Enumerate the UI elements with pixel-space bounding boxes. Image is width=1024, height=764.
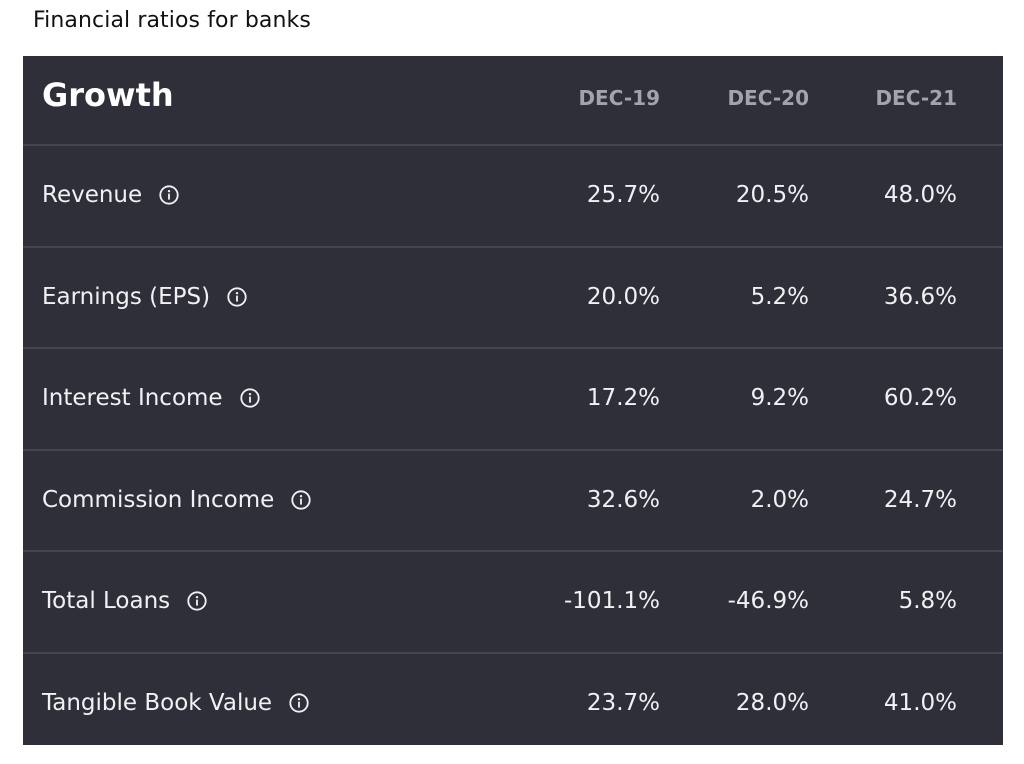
section-title: Growth: [42, 76, 174, 114]
cell-dec-19: 23.7%: [586, 689, 660, 716]
info-icon[interactable]: [239, 387, 261, 409]
page-title: Financial ratios for banks: [33, 8, 311, 33]
cell-dec-19: 32.6%: [586, 486, 660, 513]
row-label: Interest Income: [42, 385, 223, 411]
cell-dec-21: 5.8%: [898, 588, 957, 614]
info-icon[interactable]: [288, 692, 310, 714]
growth-table: Growth DEC-19 DEC-20 DEC-21 Revenue 25.7…: [23, 56, 1003, 745]
cell-dec-21: 41.0%: [883, 689, 957, 716]
info-icon[interactable]: [186, 590, 208, 612]
info-icon[interactable]: [290, 489, 312, 511]
row-label-container: Tangible Book Value: [42, 690, 310, 716]
cell-dec-20: 20.5%: [735, 182, 809, 208]
cell-dec-21: 24.7%: [883, 486, 957, 513]
table-row: Tangible Book Value 23.7% 28.0% 41.0%: [23, 654, 1003, 756]
cell-dec-19: -101.1%: [564, 588, 660, 614]
cell-dec-19: 20.0%: [586, 283, 660, 310]
column-header-dec-20: DEC-20: [727, 86, 809, 110]
cell-dec-21: 48.0%: [883, 182, 957, 208]
row-label-container: Interest Income: [42, 385, 261, 411]
cell-dec-21: 60.2%: [883, 385, 957, 411]
table-row: Earnings (EPS) 20.0% 5.2% 36.6%: [23, 248, 1003, 349]
info-icon[interactable]: [226, 286, 248, 308]
cell-dec-20: 28.0%: [735, 689, 809, 716]
table-row: Commission Income 32.6% 2.0% 24.7%: [23, 451, 1003, 552]
row-label: Earnings (EPS): [42, 283, 211, 310]
table-row: Total Loans -101.1% -46.9% 5.8%: [23, 552, 1003, 654]
table-row: Interest Income 17.2% 9.2% 60.2%: [23, 349, 1003, 451]
row-label-container: Revenue: [42, 182, 180, 208]
column-header-dec-19: DEC-19: [578, 86, 660, 110]
cell-dec-19: 25.7%: [586, 182, 660, 208]
table-header: Growth DEC-19 DEC-20 DEC-21: [23, 56, 1003, 146]
column-header-dec-21: DEC-21: [875, 86, 957, 110]
row-label: Commission Income: [42, 486, 275, 513]
cell-dec-20: -46.9%: [727, 588, 809, 614]
info-icon[interactable]: [158, 184, 180, 206]
row-label: Total Loans: [42, 588, 171, 614]
cell-dec-20: 9.2%: [750, 385, 809, 411]
row-label-container: Commission Income: [42, 487, 312, 513]
row-label-container: Earnings (EPS): [42, 284, 248, 310]
table-body: Revenue 25.7% 20.5% 48.0% Earnings (EPS): [23, 146, 1003, 755]
row-label-container: Total Loans: [42, 588, 208, 614]
row-label: Revenue: [42, 182, 143, 208]
table-row: Revenue 25.7% 20.5% 48.0%: [23, 146, 1003, 248]
cell-dec-20: 5.2%: [750, 283, 809, 310]
cell-dec-20: 2.0%: [750, 486, 809, 513]
cell-dec-19: 17.2%: [586, 385, 660, 411]
cell-dec-21: 36.6%: [883, 283, 957, 310]
row-label: Tangible Book Value: [42, 689, 273, 716]
